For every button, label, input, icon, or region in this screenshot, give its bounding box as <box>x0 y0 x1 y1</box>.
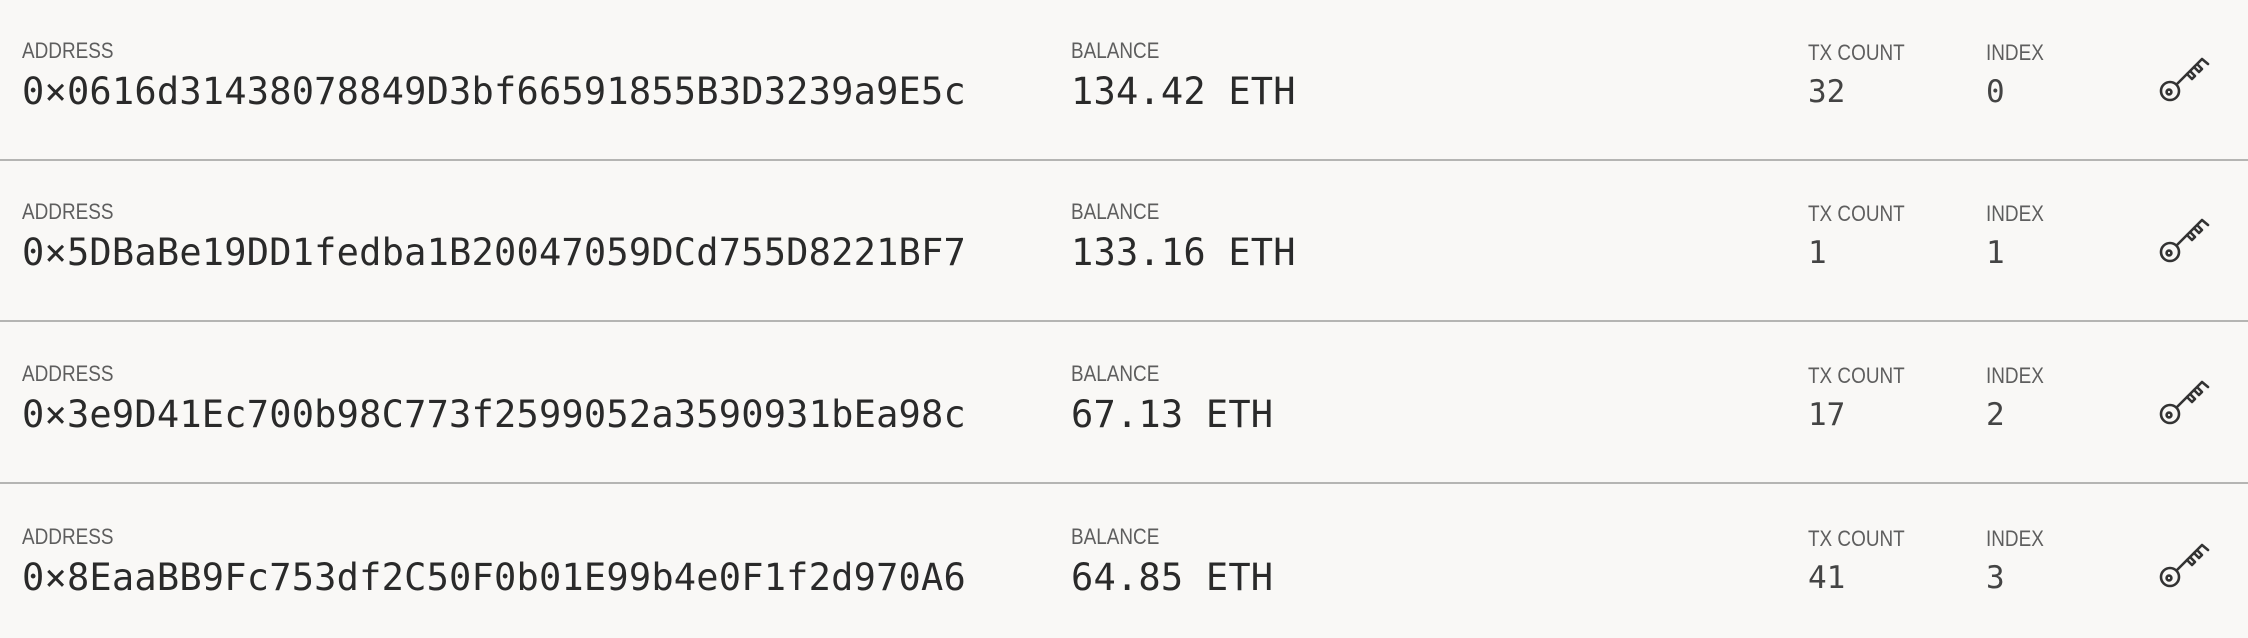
show-keys-button[interactable] <box>2158 211 2212 265</box>
address-label: ADDRESS <box>22 524 114 549</box>
index-label: INDEX <box>1986 201 2044 226</box>
address-value[interactable]: 0×3e9D41Ec700b98C773f2599052a3590931bEa9… <box>22 393 966 436</box>
address-value[interactable]: 0×0616d31438078849D3bf66591855B3D3239a9E… <box>22 70 966 113</box>
key-icon <box>2159 543 2210 588</box>
account-row: ADDRESS 0×0616d31438078849D3bf66591855B3… <box>0 0 2248 161</box>
tx-count-label: TX COUNT <box>1808 526 1905 551</box>
show-keys-button[interactable] <box>2158 536 2212 590</box>
key-icon <box>2159 57 2210 102</box>
index-value: 1 <box>1986 235 2005 271</box>
show-keys-button[interactable] <box>2158 50 2212 104</box>
index-label: INDEX <box>1986 526 2044 551</box>
balance-label: BALANCE <box>1071 361 1160 386</box>
tx-count-value: 41 <box>1808 560 1846 596</box>
account-row: ADDRESS 0×8EaaBB9Fc753df2C50F0b01E99b4e0… <box>0 486 2248 638</box>
address-label: ADDRESS <box>22 361 114 386</box>
tx-count-label: TX COUNT <box>1808 363 1905 388</box>
address-value[interactable]: 0×8EaaBB9Fc753df2C50F0b01E99b4e0F1f2d970… <box>22 556 966 599</box>
key-icon <box>2159 218 2210 263</box>
balance-value: 67.13 ETH <box>1071 393 1274 436</box>
balance-label: BALANCE <box>1071 38 1160 63</box>
balance-value: 134.42 ETH <box>1071 70 1296 113</box>
balance-label: BALANCE <box>1071 199 1160 224</box>
tx-count-label: TX COUNT <box>1808 201 1905 226</box>
tx-count-value: 17 <box>1808 397 1846 433</box>
balance-value: 64.85 ETH <box>1071 556 1274 599</box>
tx-count-label: TX COUNT <box>1808 40 1905 65</box>
key-icon <box>2159 380 2210 425</box>
tx-count-value: 1 <box>1808 235 1827 271</box>
show-keys-button[interactable] <box>2158 373 2212 427</box>
balance-label: BALANCE <box>1071 524 1160 549</box>
address-label: ADDRESS <box>22 199 114 224</box>
account-row: ADDRESS 0×5DBaBe19DD1fedba1B20047059DCd7… <box>0 161 2248 322</box>
index-value: 0 <box>1986 74 2005 110</box>
index-value: 3 <box>1986 560 2005 596</box>
index-label: INDEX <box>1986 363 2044 388</box>
address-value[interactable]: 0×5DBaBe19DD1fedba1B20047059DCd755D8221B… <box>22 231 966 274</box>
balance-value: 133.16 ETH <box>1071 231 1296 274</box>
address-label: ADDRESS <box>22 38 114 63</box>
index-value: 2 <box>1986 397 2005 433</box>
index-label: INDEX <box>1986 40 2044 65</box>
tx-count-value: 32 <box>1808 74 1846 110</box>
account-row: ADDRESS 0×3e9D41Ec700b98C773f2599052a359… <box>0 323 2248 484</box>
